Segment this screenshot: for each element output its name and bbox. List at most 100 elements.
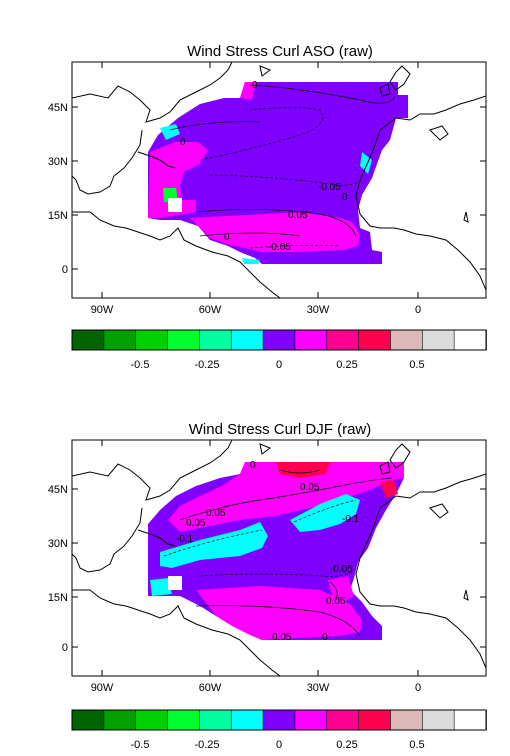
lon-axis: 90W 60W 30W 0: [91, 304, 421, 316]
map-area: [72, 440, 486, 676]
colorbar-cell: [326, 709, 360, 731]
field-mask: [168, 576, 182, 590]
colorbar-cell: [230, 329, 264, 351]
colorbar-label: -0.5: [131, 359, 150, 371]
lon-tick-label: 60W: [199, 682, 222, 694]
colorbar-cell: [390, 329, 424, 351]
contour-label: 0: [252, 80, 258, 91]
colorbar-cell: [262, 709, 296, 731]
contour-label: 0.05: [326, 596, 346, 607]
colorbar-label: 0: [276, 359, 282, 371]
colorbar-cell: [167, 709, 201, 731]
contour-label: -0.05: [268, 242, 291, 253]
colorbar-cell: [199, 709, 233, 731]
lon-tick-label: 90W: [91, 682, 114, 694]
colorbar-djf: -0.5 -0.25 0 0.25 0.5: [71, 709, 487, 751]
lat-axis: 45N 30N 15N 0: [48, 484, 68, 654]
coastlines: [72, 440, 486, 676]
colorbar-label: 0.25: [336, 359, 357, 371]
contour-label: 0.05: [300, 482, 320, 493]
map-area: [72, 62, 486, 298]
colorbar-cells: [71, 329, 487, 351]
contour-label: 0.05: [206, 508, 226, 519]
colorbar-label: 0: [276, 739, 282, 751]
field-region-positive: [196, 586, 362, 640]
colorbar-frame: [71, 709, 487, 731]
colorbar-cell: [103, 329, 137, 351]
colorbar-cell: [422, 329, 455, 351]
lat-tick-label: 0: [62, 642, 68, 654]
lon-tick-label: 60W: [199, 304, 222, 316]
coastlines: [72, 62, 486, 298]
lon-tick-label: 30W: [307, 304, 330, 316]
panel-aso: Wind Stress Curl ASO (raw): [48, 43, 487, 316]
lon-tick-label: 30W: [307, 682, 330, 694]
axis-ticks: [72, 440, 486, 676]
colorbar-cell: [262, 329, 296, 351]
colorbar-frame: [71, 329, 487, 351]
lon-tick-label: 90W: [91, 304, 114, 316]
lat-tick-label: 15N: [48, 210, 68, 222]
field-mask: [168, 198, 182, 212]
contour-label: -0.05: [318, 182, 341, 193]
lat-tick-label: 45N: [48, 102, 68, 114]
field-region-positive: [240, 82, 256, 100]
contour-label: 0.05: [186, 518, 206, 529]
contour-label: 0: [180, 137, 186, 148]
colorbar-cell: [453, 709, 487, 731]
colorbar-cell: [167, 329, 201, 351]
lat-tick-label: 15N: [48, 592, 68, 604]
lat-tick-label: 45N: [48, 484, 68, 496]
field-region-negative: [242, 258, 260, 264]
contour-label: 0: [342, 192, 348, 203]
contour-labels: 0 0.05 0.05 0.05 -0.1 -0.1 -0.05 0.05 0.…: [176, 460, 360, 643]
colorbar-cell: [230, 709, 264, 731]
contour-lines-negative: [199, 107, 363, 249]
colorbar-label: -0.25: [194, 739, 219, 751]
contour-label: 0: [250, 460, 256, 471]
colorbar-cells: [71, 709, 487, 731]
contour-label: 0.05: [272, 632, 292, 643]
field-region-positive: [148, 142, 208, 218]
lat-axis: 45N 30N 15N 0: [48, 102, 68, 276]
field-region-positive: [328, 576, 354, 604]
contour-lines: [179, 469, 393, 637]
field-region-negative: [160, 522, 268, 568]
panel-title: Wind Stress Curl ASO (raw): [187, 43, 373, 60]
contour-label: 0: [224, 232, 230, 243]
contour-lines: [169, 84, 396, 237]
colorbar-label: -0.5: [131, 739, 150, 751]
lat-tick-label: 30N: [48, 538, 68, 550]
panel-djf: Wind Stress Curl DJF (raw): [48, 421, 487, 694]
colorbar-cell: [199, 329, 233, 351]
colorbar-label: -0.25: [194, 359, 219, 371]
colorbar-cell: [135, 709, 169, 731]
field-region-negative: [150, 578, 172, 596]
lon-axis: 90W 60W 30W 0: [91, 682, 421, 694]
colorbar-cell: [71, 329, 105, 351]
colorbar-cell: [453, 329, 487, 351]
colorbar-aso: -0.5 -0.25 0 0.25 0.5: [71, 329, 487, 371]
colorbar-label: 0.25: [336, 739, 357, 751]
colorbar-cell: [294, 329, 328, 351]
contour-labels: 0 0 -0.05 0 0.05 -0.05 0: [180, 80, 348, 253]
colorbar-cell: [422, 709, 455, 731]
lon-tick-label: 0: [415, 304, 421, 316]
colorbar-labels: -0.5 -0.25 0 0.25 0.5: [131, 739, 425, 751]
colorbar-cell: [103, 709, 137, 731]
colorbar-cell: [326, 329, 360, 351]
contour-lines-negative: [163, 499, 357, 577]
contour-label: -0.05: [330, 564, 353, 575]
field-region-negative: [160, 124, 180, 140]
panel-title: Wind Stress Curl DJF (raw): [189, 421, 372, 438]
lat-tick-label: 30N: [48, 156, 68, 168]
colorbar-cell: [390, 709, 424, 731]
colorbar-label: 0.5: [409, 739, 424, 751]
field-region-strong: [380, 480, 398, 498]
lat-tick-label: 0: [62, 264, 68, 276]
colorbar-cell: [135, 329, 169, 351]
contour-label: -0.1: [176, 534, 194, 545]
contour-label: 0.05: [288, 210, 308, 221]
contour-label: 0: [322, 632, 328, 643]
